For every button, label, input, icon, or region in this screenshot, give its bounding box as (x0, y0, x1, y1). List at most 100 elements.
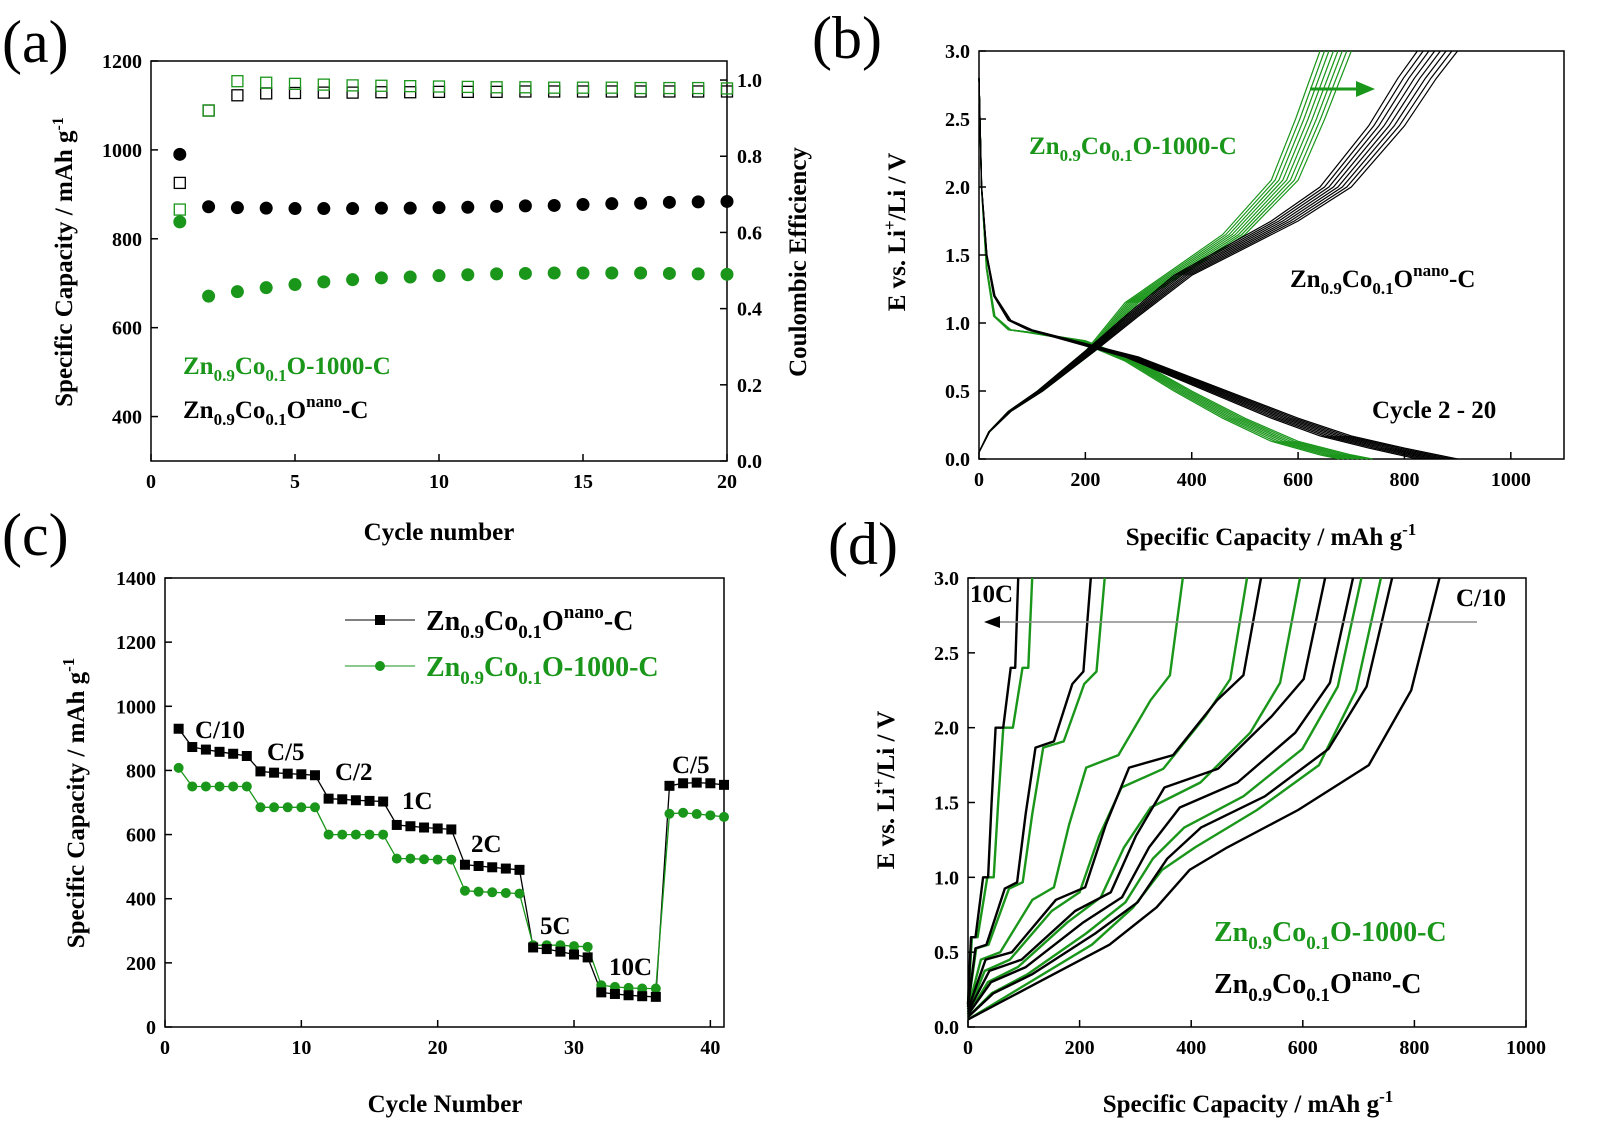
ce-green-point (202, 104, 215, 117)
panel-c-rate-1c: 1C (402, 788, 433, 815)
capacity-black-point (518, 199, 532, 213)
capacity-black-point (403, 201, 417, 215)
b-xlabel-text: Specific Capacity / mAh g (1126, 524, 1403, 551)
lg-base: Zn (183, 353, 214, 380)
rate-voltage-curve (966, 577, 1184, 1010)
ce-black-point (231, 89, 244, 102)
a2-ytick-label: 0.4 (737, 299, 762, 321)
rate-green-point (187, 781, 198, 792)
capacity-green-point (230, 285, 244, 299)
rate-black-point (405, 821, 416, 832)
rate-black-point (528, 942, 539, 953)
dg-tail: O-1000-C (1330, 917, 1447, 948)
voltage-curve-3 (978, 50, 1334, 453)
lb-sup: nano (306, 392, 342, 411)
panel-b-xlabel: Specific Capacity / mAh g-1 (1126, 520, 1417, 551)
rate-black-point (500, 863, 511, 874)
voltage-curve-1 (978, 50, 1418, 453)
rate-green-point (582, 941, 593, 952)
c-xtick-label: 30 (564, 1037, 584, 1059)
rate-green-point (269, 802, 280, 813)
b-ytick-label: 2.5 (945, 109, 970, 131)
rate-green-point (446, 854, 457, 865)
capacity-green-point (518, 266, 532, 280)
capacity-black-point (576, 198, 590, 212)
rate-green-point (405, 853, 416, 864)
capacity-black-point (432, 201, 446, 215)
rate-black-point (269, 767, 280, 778)
a-xtick-label: 20 (717, 471, 737, 493)
panel-c-rate-10c: 10C (609, 954, 652, 981)
panel-b-marks (978, 50, 1459, 460)
panel-b-cycle-label: Cycle 2 - 20 (1372, 397, 1496, 424)
rate-green-point (337, 829, 348, 840)
capacity-black-point (634, 196, 648, 210)
cg-mid: Co (484, 652, 518, 683)
bg-mid: Co (1081, 133, 1112, 160)
bb-sub1: 0.9 (1321, 279, 1342, 298)
c-ylabel-text: Specific Capacity / mAh g (63, 671, 90, 948)
panel-c-letter: (c) (2, 502, 69, 568)
rate-green-point (459, 885, 470, 896)
panel-c-rate-c10: C/10 (195, 717, 245, 744)
rate-black-point (200, 744, 211, 755)
capacity-black-point (346, 202, 360, 216)
rate-green-point (514, 888, 525, 899)
rate-green-point (678, 807, 689, 818)
panel-b-arrow-head (1356, 81, 1375, 97)
lg-mid: Co (235, 353, 266, 380)
rate-green-point (664, 808, 675, 819)
c-ytick-label: 1400 (116, 568, 156, 590)
panel-c-ylabel: Specific Capacity / mAh g-1 (59, 658, 90, 949)
capacity-black-point (173, 147, 187, 161)
ce-black-point (692, 85, 705, 98)
bb-sub2: 0.1 (1372, 279, 1393, 298)
capacity-green-point (490, 267, 504, 281)
capacity-black-point (605, 197, 619, 211)
rate-voltage-curve (966, 577, 1263, 1010)
capacity-black-point (720, 194, 734, 208)
rate-green-point (173, 762, 184, 773)
d-xlabel-text: Specific Capacity / mAh g (1103, 1091, 1380, 1118)
lb-mid: Co (235, 397, 266, 424)
a-xtick-label: 15 (573, 471, 593, 493)
d-xtick-label: 200 (1065, 1037, 1095, 1059)
b-ylabel-sup: + (880, 220, 899, 230)
rate-green-point (296, 802, 307, 813)
db-base: Zn (1214, 969, 1249, 1000)
rate-green-point (691, 809, 702, 820)
rate-black-point (705, 778, 716, 789)
bb-tail1: O (1394, 266, 1413, 293)
b-ytick-label: 1.5 (945, 245, 970, 267)
panel-c-xlabel: Cycle Number (368, 1091, 523, 1118)
panel-d-marks (966, 577, 1441, 1021)
a2-ytick-label: 0.2 (737, 375, 762, 397)
capacity-green-point (317, 275, 331, 289)
panel-b-label-green: Zn0.9Co0.1O-1000-C (1029, 133, 1237, 165)
panel-c-frame (164, 577, 725, 1028)
rate-green-point (378, 829, 389, 840)
rate-black-point (214, 746, 225, 757)
rate-green-point (241, 781, 252, 792)
panel-a-ylabel-text: Specific Capacity / mAh g (51, 130, 78, 407)
rate-green-point (569, 941, 580, 952)
a-ytick-label: 400 (112, 407, 142, 429)
capacity-green-point (403, 270, 417, 284)
rate-black-point (623, 990, 634, 1001)
rate-voltage-curve (966, 577, 1106, 1008)
capacity-green-point (259, 281, 273, 295)
b-ytick-label: 0.5 (945, 381, 970, 403)
panel-b: (b) 0 200 400 600 800 1000 0.0 0.5 1.0 1.5 2.0 2.5 3… (812, 5, 1565, 551)
ce-green-point (346, 79, 359, 92)
d-ytick-label: 0.0 (934, 1017, 959, 1039)
capacity-black-point (547, 198, 561, 212)
rate-green-point (391, 853, 402, 864)
d-ytick-label: 1.5 (934, 793, 959, 815)
a-ytick-label: 800 (112, 229, 142, 251)
rate-voltage-curve (967, 577, 1363, 1018)
capacity-black-point (461, 200, 475, 214)
panel-b-ylabel: E vs. Li+/Li / V (880, 153, 911, 312)
panel-d-label-black: Zn0.9Co0.1Onano-C (1214, 965, 1421, 1006)
rate-green-point (255, 802, 266, 813)
